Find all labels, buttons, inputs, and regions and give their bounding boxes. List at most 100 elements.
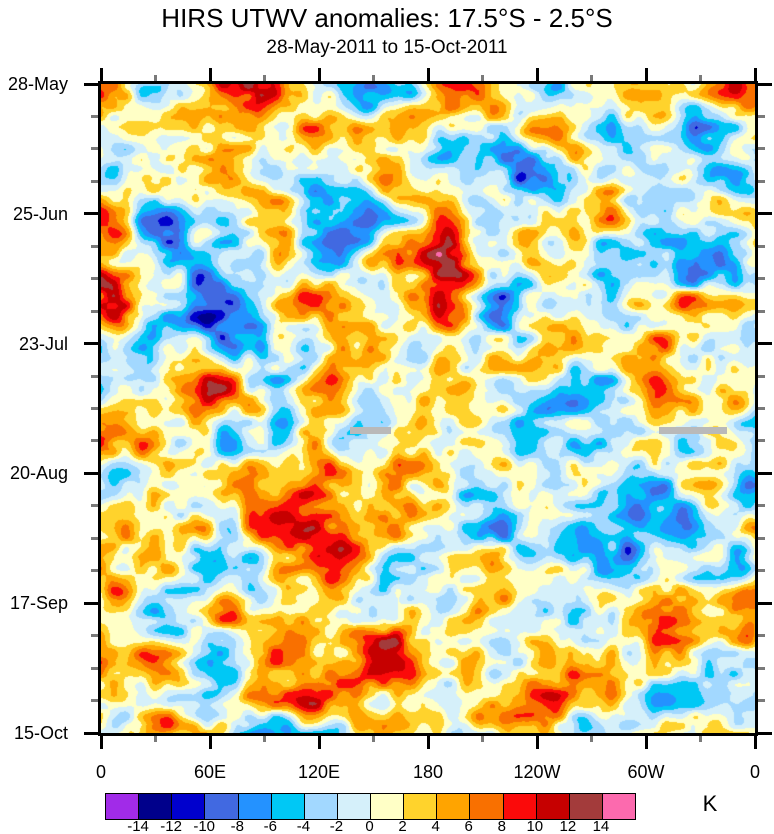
y-minor-tick — [91, 569, 100, 573]
y-minor-tick — [91, 504, 100, 508]
colorbar-tick-label: -8 — [230, 818, 244, 834]
y-minor-tick — [756, 147, 765, 151]
y-minor-tick — [756, 666, 765, 670]
colorbar-cell — [171, 794, 205, 819]
x-major-tick — [317, 734, 321, 749]
x-major-tick — [99, 734, 103, 749]
x-major-tick — [99, 68, 103, 83]
y-minor-tick — [91, 114, 100, 118]
y-major-tick — [756, 731, 772, 735]
colorbar-cell — [370, 794, 404, 819]
x-tick-label: 0 — [749, 762, 760, 782]
y-minor-tick — [756, 244, 765, 248]
chart-title: HIRS UTWV anomalies: 17.5°S - 2.5°S — [161, 3, 613, 33]
heatmap-canvas — [101, 84, 755, 733]
y-tick-label: 17-Sep — [9, 593, 68, 614]
y-tick-label: 28-May — [7, 74, 68, 94]
y-major-tick — [84, 212, 100, 216]
colorbar-tick-label: 14 — [592, 818, 610, 834]
x-tick-label: 0 — [95, 762, 106, 782]
colorbar-cell — [106, 794, 139, 819]
y-tick-label: 20-Aug — [9, 463, 68, 484]
y-minor-tick — [756, 569, 765, 573]
colorbar-cell — [303, 794, 337, 819]
y-tick-label: 23-Jul — [18, 333, 68, 354]
colorbar-cell — [336, 794, 370, 819]
x-tick-label: 60E — [193, 762, 227, 782]
x-major-tick — [644, 734, 648, 749]
x-major-tick — [753, 734, 757, 749]
y-minor-tick — [91, 634, 100, 638]
x-tick-label: 120W — [513, 762, 561, 782]
y-major-tick — [756, 601, 772, 605]
x-tick-label: 120E — [297, 762, 341, 782]
y-minor-tick — [91, 179, 100, 183]
x-major-tick — [208, 734, 212, 749]
y-minor-tick — [756, 179, 765, 183]
y-minor-tick — [756, 504, 765, 508]
x-minor-tick — [154, 75, 157, 83]
x-minor-tick — [699, 75, 702, 83]
x-minor-tick — [372, 75, 375, 83]
x-major-tick — [644, 68, 648, 83]
y-minor-tick — [756, 277, 765, 281]
x-tick-label: 180 — [412, 762, 444, 782]
y-major-tick — [84, 342, 100, 346]
colorbar-tick-label: -14 — [127, 818, 149, 834]
y-minor-tick — [756, 309, 765, 313]
x-major-tick — [317, 68, 321, 83]
y-minor-tick — [756, 634, 765, 638]
x-major-tick — [753, 68, 757, 83]
x-minor-tick — [263, 75, 266, 83]
x-minor-tick — [699, 734, 702, 742]
x-minor-tick — [154, 734, 157, 742]
x-major-tick — [426, 68, 430, 83]
colorbar-tick-label: 8 — [497, 818, 506, 834]
y-minor-tick — [756, 536, 765, 540]
y-minor-tick — [91, 244, 100, 248]
colorbar-cell — [403, 794, 437, 819]
colorbar-tick-label: 12 — [559, 818, 577, 834]
missing-data-bar — [659, 427, 727, 434]
colorbar-tick-label: -2 — [329, 818, 344, 834]
colorbar-cell — [237, 794, 271, 819]
y-minor-tick — [91, 147, 100, 151]
y-tick-label: 25-Jun — [12, 203, 68, 224]
x-minor-tick — [590, 734, 593, 742]
colorbar-cell — [568, 794, 602, 819]
y-major-tick — [756, 212, 772, 216]
y-major-tick — [756, 342, 772, 346]
y-major-tick — [84, 82, 100, 86]
colorbar-tick-label: -12 — [160, 818, 182, 834]
colorbar-tick-label: 6 — [464, 818, 473, 834]
colorbar-tick-label: 0 — [365, 818, 374, 834]
colorbar-tick-label: 10 — [526, 818, 544, 834]
y-major-tick — [84, 731, 100, 735]
colorbar-cell — [270, 794, 304, 819]
colorbar-unit-label: K — [702, 791, 718, 816]
y-minor-tick — [91, 536, 100, 540]
y-major-tick — [756, 471, 772, 475]
x-minor-tick — [481, 75, 484, 83]
colorbar-cell — [436, 794, 470, 819]
colorbar-tick-label: -4 — [296, 818, 311, 834]
y-major-tick — [84, 471, 100, 475]
x-major-tick — [426, 734, 430, 749]
y-major-tick — [756, 82, 772, 86]
y-minor-tick — [756, 699, 765, 703]
y-minor-tick — [756, 114, 765, 118]
colorbar-cell — [138, 794, 172, 819]
y-major-tick — [84, 601, 100, 605]
y-minor-tick — [91, 439, 100, 443]
x-major-tick — [535, 734, 539, 749]
colorbar-cell — [535, 794, 569, 819]
x-minor-tick — [263, 734, 266, 742]
missing-data-bar — [350, 427, 391, 434]
colorbar-cell — [204, 794, 238, 819]
colorbar-tick-label: -10 — [193, 818, 216, 834]
y-minor-tick — [91, 374, 100, 378]
colorbar-tick-label: -6 — [263, 818, 277, 834]
y-minor-tick — [91, 666, 100, 670]
colorbar — [105, 793, 636, 820]
y-minor-tick — [756, 407, 765, 410]
